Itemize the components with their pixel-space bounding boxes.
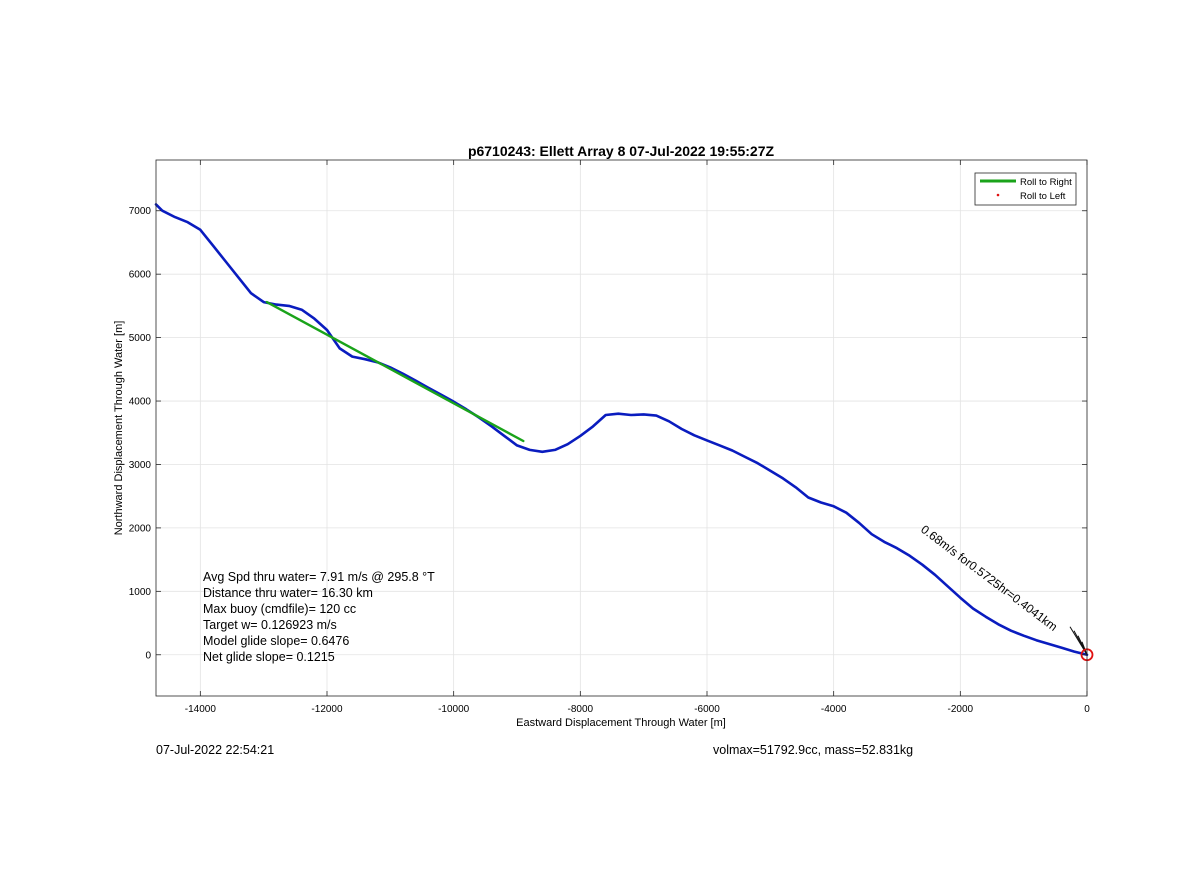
chart-title: p6710243: Ellett Array 8 07-Jul-2022 19:…: [468, 143, 775, 159]
roll-to-right-segment: [265, 300, 525, 443]
x-tick-label: -2000: [948, 704, 974, 715]
y-tick-label: 2000: [129, 523, 152, 534]
footer-volmax-mass: volmax=51792.9cc, mass=52.831kg: [713, 743, 914, 757]
y-axis-label: Northward Displacement Through Water [m]: [113, 321, 125, 536]
annotation-net-glide: Net glide slope= 0.1215: [203, 650, 335, 664]
x-axis-label: Eastward Displacement Through Water [m]: [516, 717, 726, 729]
legend-roll-left-swatch: [996, 193, 1000, 197]
x-tick-label: -6000: [694, 704, 720, 715]
annotation-model-glide: Model glide slope= 0.6476: [203, 634, 349, 648]
legend-box: [974, 172, 1077, 206]
x-tick-label: -12000: [311, 704, 343, 715]
x-tick-label: 0: [1084, 704, 1090, 715]
footer-timestamp: 07-Jul-2022 22:54:21: [156, 743, 275, 757]
x-tick-label: -4000: [821, 704, 847, 715]
x-tick-label: -14000: [185, 704, 217, 715]
y-tick-label: 5000: [129, 333, 152, 344]
plot-frame: [155, 159, 1088, 697]
y-tick-label: 7000: [129, 206, 152, 217]
annotation-target-w: Target w= 0.126923 m/s: [203, 618, 337, 632]
annotation-distance: Distance thru water= 16.30 km: [203, 586, 373, 600]
legend-roll-left-label: Roll to Left: [1020, 191, 1066, 202]
y-tick-label: 1000: [129, 587, 152, 598]
y-tick-label: 6000: [129, 270, 152, 281]
y-tick-label: 3000: [129, 460, 152, 471]
legend: Roll to Right Roll to Left: [974, 172, 1077, 206]
x-tick-label: -10000: [438, 704, 470, 715]
y-tick-label: 0: [145, 650, 151, 661]
annotation-avg-speed: Avg Spd thru water= 7.91 m/s @ 295.8 °T: [203, 570, 435, 584]
x-tick-label: -8000: [568, 704, 594, 715]
legend-roll-right-label: Roll to Right: [1020, 177, 1072, 188]
annotation-max-buoy: Max buoy (cmdfile)= 120 cc: [203, 602, 356, 616]
axis-ticks: -14000 -12000 -10000 -8000 -6000 -4000 -2000 0 0…: [129, 160, 1090, 715]
plot-area: [156, 160, 1087, 696]
y-tick-label: 4000: [129, 397, 152, 408]
track-line: [154, 203, 1089, 657]
annotation-block: Avg Spd thru water= 7.91 m/s @ 295.8 °T …: [203, 570, 435, 664]
